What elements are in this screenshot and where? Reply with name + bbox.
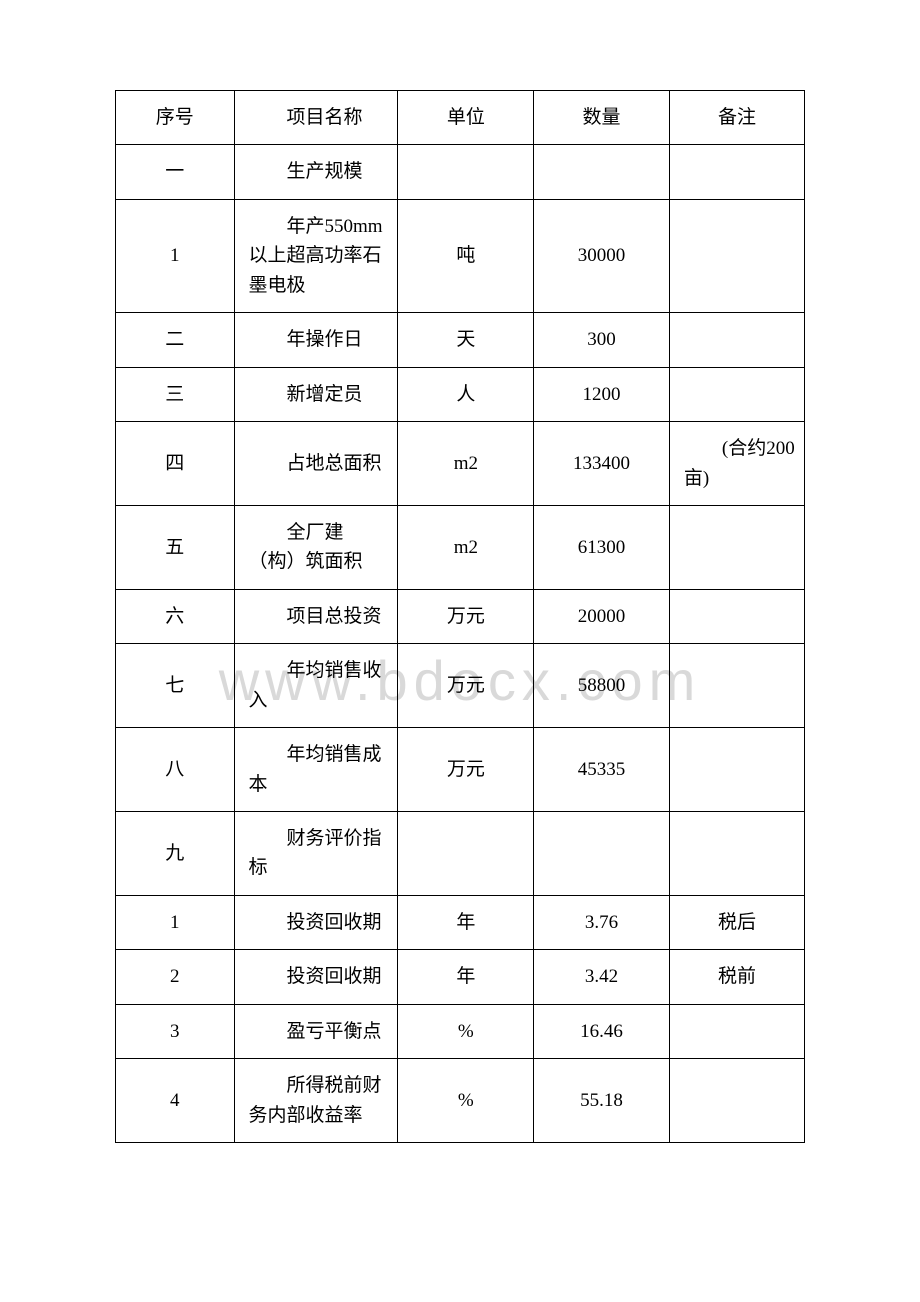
cell-name: 新增定员 <box>234 367 398 421</box>
cell-qty: 300 <box>534 313 670 367</box>
cell-unit: % <box>398 1059 534 1143</box>
cell-unit: 天 <box>398 313 534 367</box>
cell-name: 全厂建（构）筑面积 <box>234 505 398 589</box>
cell-name: 投资回收期 <box>234 950 398 1004</box>
table-header-row: 序号 项目名称 单位 数量 备注 <box>116 91 805 145</box>
table-row: 三 新增定员 人 1200 <box>116 367 805 421</box>
cell-seq: 1 <box>116 895 235 949</box>
cell-remark <box>669 728 804 812</box>
cell-unit <box>398 812 534 896</box>
cell-name: 年产550mm 以上超高功率石墨电极 <box>234 199 398 312</box>
table-row: 四 占地总面积 m2 133400 (合约200 亩) <box>116 422 805 506</box>
cell-seq: 1 <box>116 199 235 312</box>
cell-name: 占地总面积 <box>234 422 398 506</box>
cell-remark <box>669 644 804 728</box>
cell-seq: 七 <box>116 644 235 728</box>
table-row: 二 年操作日 天 300 <box>116 313 805 367</box>
cell-seq: 三 <box>116 367 235 421</box>
cell-unit: 吨 <box>398 199 534 312</box>
table-row: 九 财务评价指标 <box>116 812 805 896</box>
table-row: 3 盈亏平衡点 % 16.46 <box>116 1004 805 1058</box>
cell-remark <box>669 812 804 896</box>
col-header-qty: 数量 <box>534 91 670 145</box>
cell-name: 投资回收期 <box>234 895 398 949</box>
cell-qty: 1200 <box>534 367 670 421</box>
cell-qty: 133400 <box>534 422 670 506</box>
col-header-name: 项目名称 <box>234 91 398 145</box>
cell-seq: 一 <box>116 145 235 199</box>
cell-remark <box>669 1059 804 1143</box>
cell-remark <box>669 145 804 199</box>
cell-qty: 20000 <box>534 589 670 643</box>
table-row: 2 投资回收期 年 3.42 税前 <box>116 950 805 1004</box>
cell-seq: 2 <box>116 950 235 1004</box>
col-header-remark: 备注 <box>669 91 804 145</box>
cell-unit: % <box>398 1004 534 1058</box>
cell-unit: 年 <box>398 950 534 1004</box>
cell-unit: 人 <box>398 367 534 421</box>
cell-qty: 3.42 <box>534 950 670 1004</box>
cell-remark: (合约200 亩) <box>669 422 804 506</box>
cell-name: 年均销售收入 <box>234 644 398 728</box>
cell-remark: 税后 <box>669 895 804 949</box>
cell-seq: 八 <box>116 728 235 812</box>
cell-seq: 3 <box>116 1004 235 1058</box>
cell-seq: 九 <box>116 812 235 896</box>
table-row: 1 投资回收期 年 3.76 税后 <box>116 895 805 949</box>
cell-qty <box>534 812 670 896</box>
document-page: 序号 项目名称 单位 数量 备注 一 生产规模 1 年产550mm 以上超高功率… <box>0 0 920 1143</box>
cell-name: 项目总投资 <box>234 589 398 643</box>
project-summary-table: 序号 项目名称 单位 数量 备注 一 生产规模 1 年产550mm 以上超高功率… <box>115 90 805 1143</box>
cell-qty: 61300 <box>534 505 670 589</box>
table-row: 五 全厂建（构）筑面积 m2 61300 <box>116 505 805 589</box>
cell-qty: 58800 <box>534 644 670 728</box>
cell-seq: 4 <box>116 1059 235 1143</box>
cell-remark <box>669 313 804 367</box>
cell-qty: 3.76 <box>534 895 670 949</box>
cell-remark <box>669 199 804 312</box>
cell-name: 盈亏平衡点 <box>234 1004 398 1058</box>
table-row: 一 生产规模 <box>116 145 805 199</box>
table-row: 七 年均销售收入 万元 58800 <box>116 644 805 728</box>
table-row: 八 年均销售成本 万元 45335 <box>116 728 805 812</box>
cell-unit: 万元 <box>398 728 534 812</box>
cell-name: 年均销售成本 <box>234 728 398 812</box>
cell-name: 年操作日 <box>234 313 398 367</box>
cell-remark <box>669 589 804 643</box>
cell-name: 财务评价指标 <box>234 812 398 896</box>
cell-name: 所得税前财务内部收益率 <box>234 1059 398 1143</box>
cell-qty <box>534 145 670 199</box>
cell-unit: 万元 <box>398 589 534 643</box>
cell-unit: 年 <box>398 895 534 949</box>
cell-qty: 45335 <box>534 728 670 812</box>
cell-name: 生产规模 <box>234 145 398 199</box>
cell-qty: 55.18 <box>534 1059 670 1143</box>
cell-remark <box>669 505 804 589</box>
cell-remark <box>669 367 804 421</box>
cell-seq: 四 <box>116 422 235 506</box>
cell-qty: 16.46 <box>534 1004 670 1058</box>
col-header-unit: 单位 <box>398 91 534 145</box>
cell-unit: m2 <box>398 505 534 589</box>
cell-seq: 五 <box>116 505 235 589</box>
table-row: 4 所得税前财务内部收益率 % 55.18 <box>116 1059 805 1143</box>
cell-qty: 30000 <box>534 199 670 312</box>
cell-seq: 二 <box>116 313 235 367</box>
table-row: 六 项目总投资 万元 20000 <box>116 589 805 643</box>
cell-unit: 万元 <box>398 644 534 728</box>
cell-remark: 税前 <box>669 950 804 1004</box>
cell-unit <box>398 145 534 199</box>
cell-seq: 六 <box>116 589 235 643</box>
col-header-seq: 序号 <box>116 91 235 145</box>
cell-unit: m2 <box>398 422 534 506</box>
table-row: 1 年产550mm 以上超高功率石墨电极 吨 30000 <box>116 199 805 312</box>
cell-remark <box>669 1004 804 1058</box>
